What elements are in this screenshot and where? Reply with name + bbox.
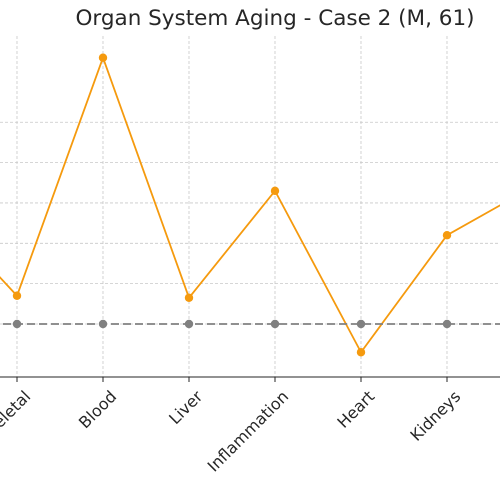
series-0-point-5 xyxy=(356,348,366,357)
x-tick-label: Heart xyxy=(333,387,378,432)
series-1-point-4 xyxy=(270,319,280,329)
series-0-point-4 xyxy=(270,186,280,196)
series-layer xyxy=(0,53,500,357)
series-1-point-5 xyxy=(356,319,366,329)
grid xyxy=(0,36,500,377)
series-0-point-2 xyxy=(98,53,108,62)
series-line-0 xyxy=(0,55,500,354)
series-1-point-2 xyxy=(98,319,108,329)
x-tick-label: Inflammation xyxy=(204,387,293,476)
series-1-point-6 xyxy=(442,319,452,329)
series-0-point-3 xyxy=(184,293,194,302)
chart-title: Organ System Aging - Case 2 (M, 61) xyxy=(75,6,475,31)
series-0-point-1 xyxy=(12,291,22,300)
x-tick-label: Musculoskeletal xyxy=(0,387,34,490)
series-1-point-1 xyxy=(12,319,22,329)
x-tick-label: Blood xyxy=(75,387,120,432)
series-1-point-3 xyxy=(184,319,194,329)
series-0-point-6 xyxy=(442,231,452,240)
x-tick-label: Liver xyxy=(165,387,206,428)
x-tick-label: Kidneys xyxy=(406,387,464,445)
